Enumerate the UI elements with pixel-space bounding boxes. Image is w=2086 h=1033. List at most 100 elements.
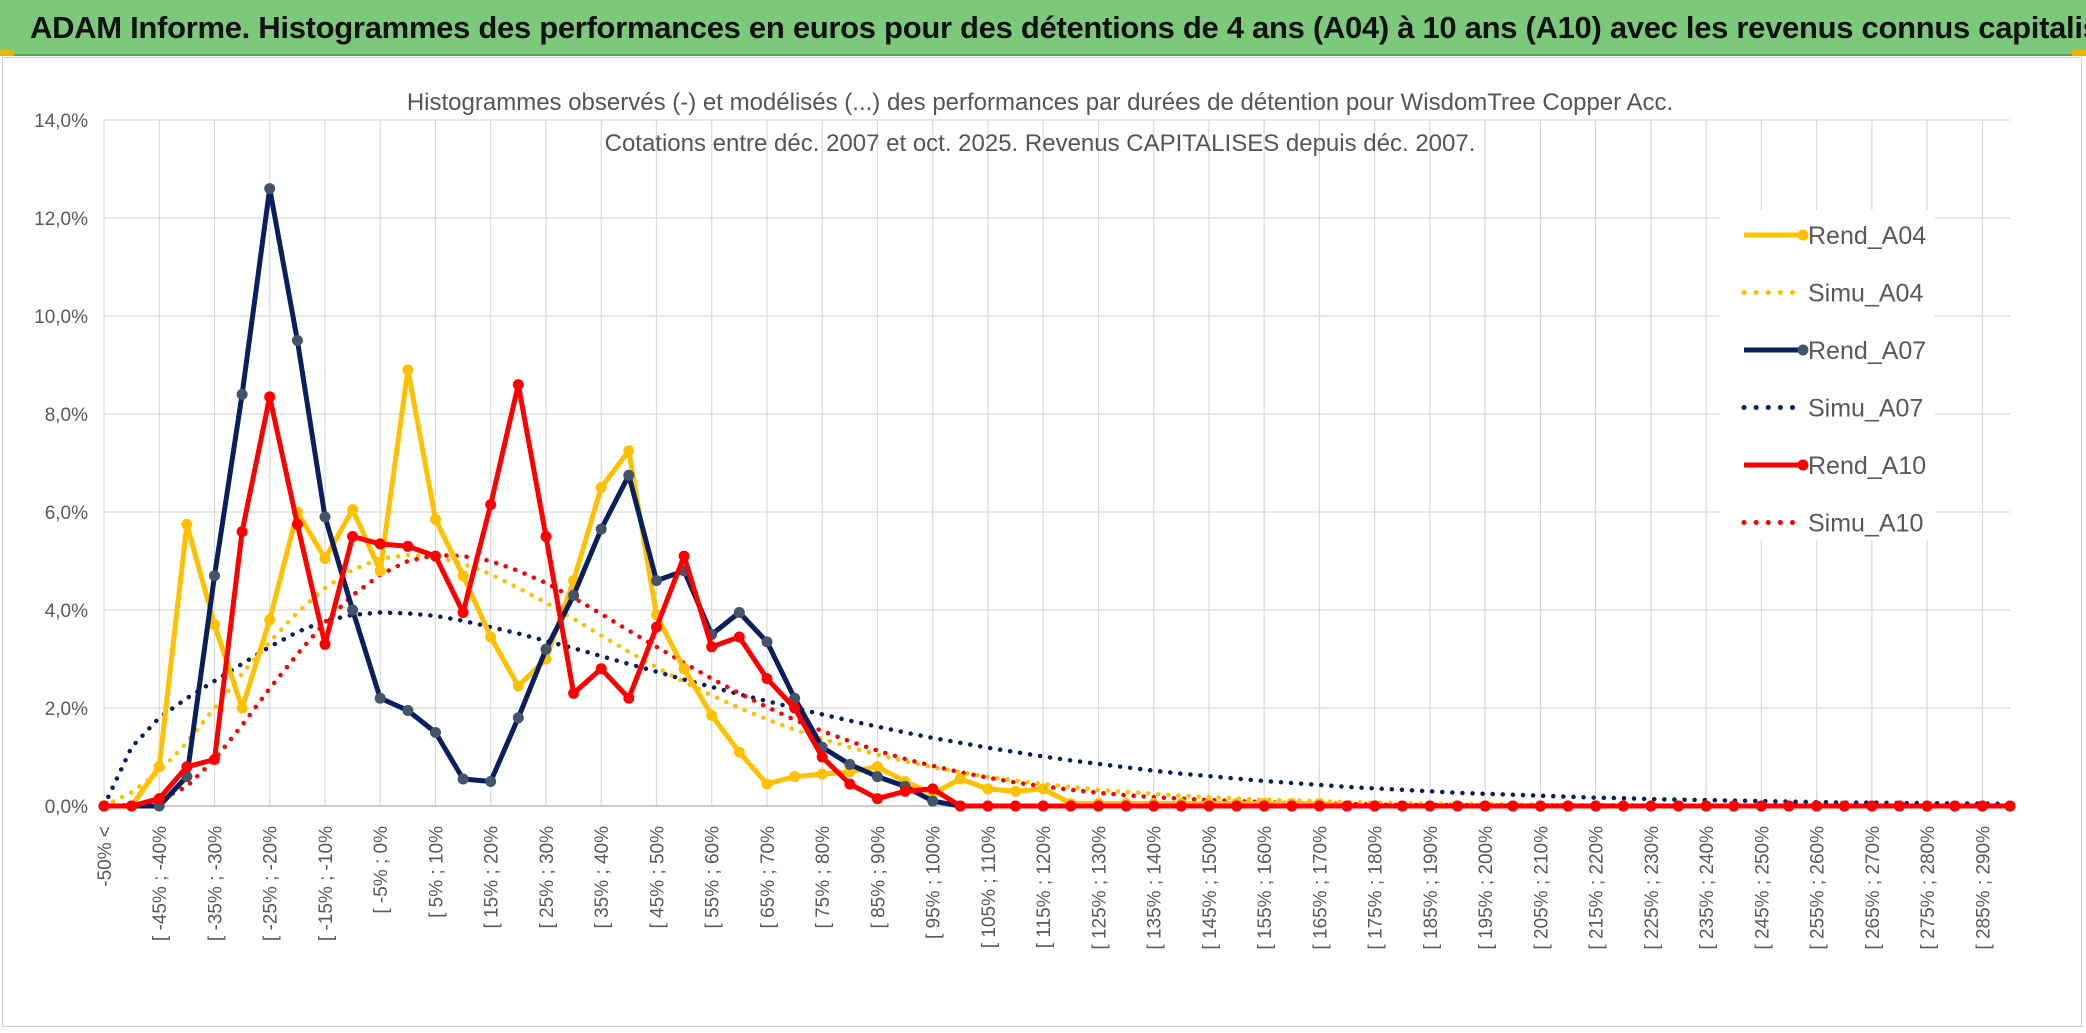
data-point (1341, 800, 1353, 812)
legend-label: Rend_A07 (1808, 337, 1926, 365)
legend-label: Rend_A10 (1808, 452, 1926, 480)
chart-subtitle: Cotations entre déc. 2007 et oct. 2025. … (605, 130, 1476, 157)
x-tick-label: [ 185% ; 190% (1421, 826, 1442, 950)
data-point (236, 526, 248, 538)
data-point (291, 335, 303, 346)
data-point (485, 776, 497, 787)
legend-marker (1797, 344, 1809, 356)
data-point (457, 607, 469, 618)
data-point (1755, 800, 1767, 812)
data-point (816, 768, 828, 780)
data-point (1037, 783, 1049, 795)
corner-marker-right (2072, 50, 2086, 56)
data-point (402, 540, 414, 552)
data-point (347, 604, 359, 616)
data-point (1369, 800, 1381, 812)
x-tick-label: [ 25% ; 30% (537, 826, 558, 929)
data-point (291, 518, 303, 530)
data-point (1065, 800, 1077, 812)
data-point (1037, 800, 1049, 812)
x-tick-label: [ 285% ; 290% (1973, 826, 1994, 950)
y-tick-label: 10,0% (34, 307, 88, 328)
y-tick-label: 4,0% (45, 601, 88, 622)
data-point (568, 687, 580, 699)
report-title: ADAM Informe. Histogrammes des performan… (30, 10, 2086, 45)
legend-item: Simu_A10 (1741, 510, 1923, 538)
data-point (623, 469, 635, 481)
data-point (485, 631, 497, 643)
data-point (595, 523, 607, 535)
data-point (430, 727, 441, 738)
data-point (733, 631, 745, 643)
data-point (816, 751, 828, 763)
data-point (954, 773, 966, 785)
data-point (1396, 800, 1408, 812)
x-tick-label: [ 135% ; 140% (1145, 826, 1166, 950)
data-point (1949, 800, 1961, 812)
chart-series (98, 183, 2016, 812)
data-point (485, 499, 497, 511)
legend-item: Rend_A10 (1744, 452, 1926, 480)
x-tick-label: [ 155% ; 160% (1255, 826, 1276, 950)
x-tick-label: [ 15% ; 20% (482, 826, 503, 929)
x-tick-label: [ 115% ; 120% (1034, 826, 1055, 948)
x-tick-label: [ 175% ; 180% (1366, 826, 1387, 950)
data-point (319, 553, 331, 564)
data-point (1120, 800, 1132, 812)
data-point (153, 761, 165, 773)
x-tick-label: [ 275% ; 280% (1918, 826, 1939, 950)
legend-marker (1797, 459, 1809, 471)
data-point (457, 773, 469, 785)
data-point (153, 793, 165, 805)
legend-label: Rend_A04 (1808, 222, 1926, 250)
data-point (540, 531, 552, 542)
report-header: ADAM Informe. Histogrammes des performan… (0, 0, 2086, 56)
data-point (1534, 800, 1546, 812)
data-point (181, 771, 193, 783)
y-tick-label: 8,0% (45, 405, 88, 426)
data-point (1590, 800, 1602, 812)
data-point (512, 379, 524, 391)
data-point (1866, 800, 1878, 812)
data-point (1894, 800, 1905, 812)
data-point (1507, 800, 1519, 812)
data-point (927, 795, 939, 807)
data-point (789, 702, 801, 714)
data-point (844, 758, 856, 770)
corner-marker-left (0, 50, 14, 56)
y-axis: 0,0% 2,0% 4,0% 6,0% 8,0% 10,0% 12,0% 14,0% (34, 111, 88, 818)
data-point (789, 692, 801, 704)
data-point (181, 518, 193, 530)
chart-legend: Rend_A04 Simu_A04 Rend_A07 Simu_A07 Rend_A10… (1720, 210, 1935, 540)
legend-item: Rend_A07 (1744, 337, 1926, 365)
x-tick-label: [ -45% ; -40% (150, 826, 171, 941)
data-point (1700, 800, 1712, 812)
data-point (871, 793, 883, 805)
data-point (595, 482, 607, 493)
data-point (706, 709, 718, 721)
data-point (761, 673, 773, 685)
legend-label: Simu_A10 (1808, 510, 1923, 538)
data-point (374, 538, 386, 550)
x-tick-label: [ 35% ; 40% (592, 826, 613, 929)
data-point (430, 513, 441, 525)
y-tick-label: 14,0% (34, 111, 88, 132)
data-point (1010, 800, 1022, 812)
data-point (1148, 800, 1160, 812)
legend-marker (1797, 229, 1809, 241)
data-point (678, 550, 690, 562)
y-tick-label: 2,0% (45, 699, 88, 720)
x-tick-label: [ 75% ; 80% (813, 826, 834, 929)
x-tick-label: [ 245% ; 250% (1752, 826, 1773, 950)
series-line (101, 552, 2013, 809)
data-point (181, 761, 193, 773)
x-tick-label: [ 125% ; 130% (1089, 826, 1110, 950)
data-point (1811, 800, 1823, 812)
data-point (733, 746, 745, 758)
data-point (2004, 800, 2016, 812)
legend-item: Simu_A04 (1741, 280, 1923, 308)
data-point (1092, 800, 1104, 812)
legend-label: Simu_A04 (1808, 280, 1923, 308)
data-point (623, 692, 635, 704)
